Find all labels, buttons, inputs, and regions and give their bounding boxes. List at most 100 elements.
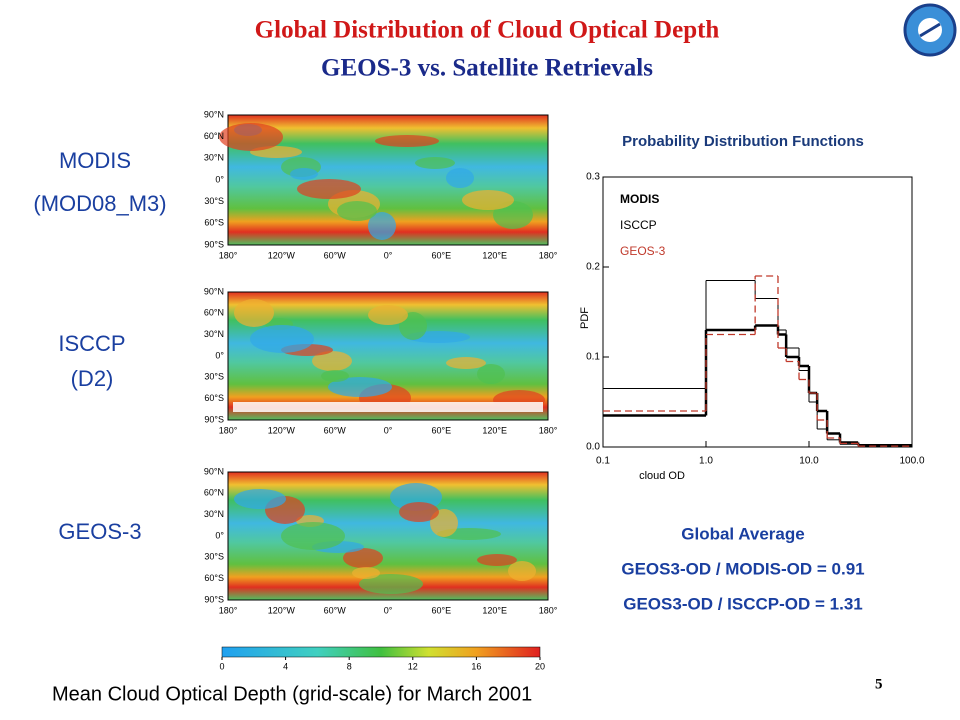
title: Global Distribution of Cloud Optical Dep… [255,17,720,44]
map-label: (D2) [71,366,114,391]
map-blob [281,522,345,550]
map-blob [352,567,380,579]
legend-entry: MODIS [620,192,659,206]
map-blob [343,548,383,568]
lon-tick-label: 60°W [324,250,347,260]
colorbar-tick-label: 4 [283,661,288,671]
map-blob [250,325,314,353]
lon-tick-label: 60°W [324,605,347,615]
lon-tick-label: 60°E [432,425,452,435]
lon-tick-label: 120°W [268,605,296,615]
map-label: (MOD08_M3) [33,191,166,216]
colorbar [221,646,541,658]
x-tick-label: 0.1 [596,456,610,467]
map-blob [337,201,377,221]
map-blob [477,554,517,566]
lat-tick-label: 30°N [204,329,224,339]
lat-tick-label: 30°N [204,509,224,519]
map-blob [446,357,486,369]
lon-tick-label: 180° [219,250,238,260]
lat-tick-label: 60°S [204,218,224,228]
map-blob [328,377,392,397]
logo [903,3,957,57]
x-axis-label: cloud OD [639,470,685,482]
y-axis-label: PDF [579,307,591,329]
x-tick-label: 100.0 [899,456,924,467]
map-blob [399,502,439,522]
page-number: 5 [875,676,883,692]
x-tick-label: 1.0 [699,456,713,467]
map-label: MODIS [59,148,131,173]
map-blob [446,168,474,188]
lat-tick-label: 90°N [204,466,224,476]
lat-tick-label: 60°N [204,308,224,318]
legend-entry: GEOS-3 [620,244,666,258]
map-blob [234,489,286,509]
lat-tick-label: 90°S [204,594,224,604]
y-tick-label: 0.3 [586,172,600,183]
subtitle: GEOS-3 vs. Satellite Retrievals [321,55,653,82]
map-blob [508,561,536,581]
lon-tick-label: 180° [539,605,558,615]
avg-title: Global Average [681,524,804,543]
lon-tick-label: 120°E [482,250,507,260]
lon-tick-label: 180° [219,605,238,615]
avg-line: GEOS3-OD / ISCCP-OD = 1.31 [623,594,863,613]
avg-line: GEOS3-OD / MODIS-OD = 0.91 [621,559,864,578]
lat-tick-label: 90°S [204,239,224,249]
y-tick-label: 0.0 [586,442,600,453]
y-tick-label: 0.2 [586,262,600,273]
lat-tick-label: 60°N [204,131,224,141]
colorbar-tick-label: 12 [408,661,418,671]
lat-tick-label: 30°S [204,196,224,206]
lon-tick-label: 180° [219,425,238,435]
map-blob [368,212,396,240]
map-blob [359,574,423,594]
lon-tick-label: 120°W [268,425,296,435]
lon-tick-label: 120°E [482,425,507,435]
chart-title: Probability Distribution Functions [622,133,864,150]
caption: Mean Cloud Optical Depth (grid-scale) fo… [52,683,532,705]
lon-tick-label: 60°E [432,605,452,615]
map-blob [321,370,349,382]
lon-tick-label: 180° [539,425,558,435]
lat-tick-label: 60°N [204,488,224,498]
map-blob [462,190,514,210]
map-blob [290,168,318,180]
lon-tick-label: 60°W [324,425,347,435]
lat-tick-label: 30°S [204,372,224,382]
map-blob [415,157,455,169]
x-tick-label: 10.0 [799,456,819,467]
plot-frame [602,176,913,448]
lon-tick-label: 0° [384,425,393,435]
lon-tick-label: 180° [539,250,558,260]
lon-tick-label: 120°E [482,605,507,615]
map-missing [233,402,543,412]
map-label: GEOS-3 [58,519,141,544]
colorbar-tick-label: 0 [219,661,224,671]
colorbar-tick-label: 16 [471,661,481,671]
map-blob [368,305,408,325]
lat-tick-label: 0° [215,174,224,184]
lon-tick-label: 0° [384,250,393,260]
map-blob [312,351,352,371]
lat-tick-label: 90°S [204,414,224,424]
lat-tick-label: 0° [215,350,224,360]
map-label: ISCCP [58,331,125,356]
lat-tick-label: 0° [215,530,224,540]
lat-tick-label: 60°S [204,573,224,583]
colorbar-tick-label: 20 [535,661,545,671]
lat-tick-label: 60°S [204,393,224,403]
lon-tick-label: 120°W [268,250,296,260]
lat-tick-label: 30°S [204,552,224,562]
colorbar-tick-label: 8 [347,661,352,671]
lat-tick-label: 90°N [204,286,224,296]
map-blob [234,299,274,327]
map-blob [297,179,361,199]
lat-tick-label: 30°N [204,153,224,163]
legend-entry: ISCCP [620,218,657,232]
map-blob [477,364,505,384]
map-blob [375,135,439,147]
lon-tick-label: 0° [384,605,393,615]
